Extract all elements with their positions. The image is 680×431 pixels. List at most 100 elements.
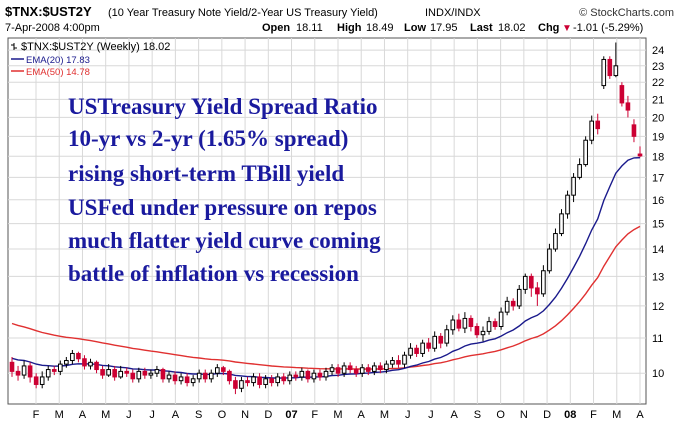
y-tick-label: 19 [652, 131, 664, 143]
candle [637, 146, 643, 158]
candle [595, 113, 601, 135]
candle [589, 115, 595, 145]
candle [190, 375, 196, 387]
candle-body [82, 358, 87, 367]
plot-frame [7, 37, 647, 405]
candle [281, 373, 287, 385]
y-tick-label: 11 [652, 333, 663, 345]
candle-body [154, 369, 160, 374]
legend: $TNX:$UST2Y (Weekly) 18.02 EMA(20) 17.83… [11, 41, 170, 78]
high-value: 18.49 [366, 22, 394, 34]
candle-body [100, 369, 105, 376]
candle [124, 367, 130, 377]
candle [625, 95, 631, 118]
candle-body [124, 370, 130, 374]
candle-body [45, 369, 51, 378]
candle [420, 339, 425, 357]
annotation-line-3: rising short-term TBill yield [68, 161, 344, 186]
candle [106, 364, 111, 377]
candle [202, 369, 208, 383]
x-tick-label: A [450, 409, 458, 421]
symbol: $TNX:$UST2Y [5, 4, 92, 19]
annotation-line-2: 10-yr vs 2-yr (1.65% spread) [68, 126, 348, 151]
candle-body [607, 58, 613, 77]
candle-body [130, 372, 136, 380]
candle-body [390, 360, 395, 365]
candle-body [33, 376, 39, 385]
candle-body [142, 370, 148, 376]
candle-body [426, 342, 431, 349]
annotation-line-4: USFed under pressure on repos [68, 195, 377, 220]
gridlines [8, 38, 646, 404]
candle [408, 343, 413, 359]
candle-body [227, 370, 232, 382]
candle-body [474, 325, 480, 336]
candle-body [239, 380, 244, 389]
candle-body [251, 376, 256, 384]
candle-body [323, 370, 329, 378]
candle-body [378, 365, 383, 371]
candle [347, 362, 353, 374]
candle-body [565, 194, 570, 215]
candle [305, 369, 311, 383]
candle [335, 364, 341, 377]
x-tick-label: M [612, 409, 621, 421]
low-value: 17.95 [430, 22, 458, 34]
candle-body [269, 378, 274, 384]
candle-body [577, 164, 582, 178]
candle [535, 282, 540, 306]
candle-body [166, 374, 172, 380]
high-label: High [337, 22, 362, 34]
chg-value: -1.01 (-5.29%) [573, 22, 643, 34]
candle [438, 333, 444, 349]
candle-body [468, 317, 474, 327]
candle-body [57, 363, 63, 372]
x-tick-label: J [149, 409, 155, 421]
candle-body [402, 354, 407, 365]
candle [516, 285, 522, 310]
candle-body [281, 376, 287, 382]
candle-body [528, 275, 534, 289]
candle [390, 356, 395, 368]
candle-body [480, 330, 486, 336]
x-tick-label: S [195, 409, 202, 421]
annotation: USTreasury Yield Spread Ratio 10-yr vs 2… [68, 94, 381, 286]
candle [492, 318, 498, 330]
candle-body [208, 372, 214, 380]
candle [64, 356, 69, 368]
chg-down-arrow-icon: ▼ [562, 23, 572, 34]
x-tick-label: A [358, 409, 366, 421]
candle-body [396, 360, 401, 365]
legend-ema20: EMA(20) 17.83 [26, 55, 90, 66]
candle [341, 362, 347, 377]
candle-body [450, 319, 456, 331]
y-tick-label: 17 [652, 172, 664, 184]
candle-body [541, 270, 546, 295]
y-tick-label: 24 [652, 45, 664, 57]
annotation-line-1: USTreasury Yield Spread Ratio [68, 94, 377, 119]
candle [553, 228, 558, 252]
y-tick-label: 18 [652, 151, 664, 163]
candle [257, 373, 262, 389]
x-tick-label: J [405, 409, 411, 421]
candle-body [553, 233, 558, 250]
chg-label: Chg [538, 22, 559, 34]
candle-body [595, 120, 601, 130]
candle [559, 209, 564, 237]
y-tick-label: 13 [652, 271, 664, 283]
candle [45, 365, 51, 381]
candle [607, 56, 613, 79]
candle-body [341, 365, 347, 374]
x-tick-label: O [496, 409, 505, 421]
candle-body [106, 369, 111, 376]
candle-body [637, 153, 643, 157]
y-tick-label: 21 [652, 94, 664, 106]
low-label: Low [404, 22, 426, 34]
y-tick-label: 22 [652, 77, 664, 89]
last-label: Last [470, 22, 493, 34]
candle [462, 312, 468, 334]
candle [70, 349, 75, 365]
candle [293, 371, 299, 381]
candle-body [625, 102, 631, 111]
